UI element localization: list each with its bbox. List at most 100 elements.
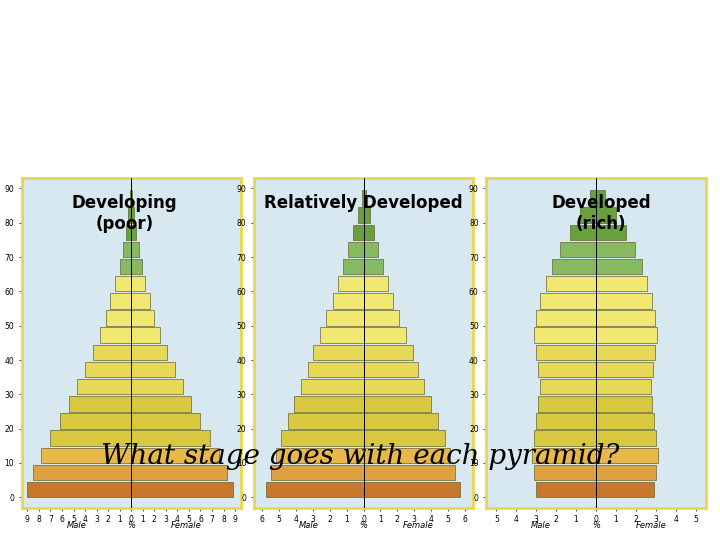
Bar xyxy=(131,190,132,206)
Bar xyxy=(364,242,379,257)
Text: Female: Female xyxy=(636,521,666,530)
Bar xyxy=(100,327,131,343)
Bar xyxy=(364,482,460,497)
Bar xyxy=(364,207,369,223)
Bar xyxy=(131,345,167,360)
Bar xyxy=(596,259,642,274)
Bar xyxy=(364,362,418,377)
Bar xyxy=(120,259,131,274)
Bar xyxy=(596,190,605,206)
Bar xyxy=(271,465,364,480)
Bar xyxy=(364,379,424,394)
Bar xyxy=(596,396,652,411)
Bar xyxy=(41,448,131,463)
Bar xyxy=(534,430,596,446)
Bar xyxy=(532,448,596,463)
Bar xyxy=(536,482,596,497)
Text: Female: Female xyxy=(171,521,202,530)
Bar xyxy=(333,293,364,308)
Bar xyxy=(364,310,399,326)
Text: Female: Female xyxy=(403,521,433,530)
Bar xyxy=(131,362,175,377)
Bar xyxy=(33,465,131,480)
Text: %: % xyxy=(359,521,368,530)
Bar xyxy=(131,259,142,274)
Bar xyxy=(596,465,656,480)
Bar xyxy=(596,293,652,308)
Bar xyxy=(596,327,657,343)
Bar xyxy=(536,345,596,360)
Bar xyxy=(126,225,131,240)
Bar xyxy=(596,310,654,326)
Bar xyxy=(596,413,654,429)
Bar xyxy=(131,465,227,480)
Bar xyxy=(110,293,131,308)
Bar xyxy=(131,225,136,240)
Bar xyxy=(540,293,596,308)
Bar xyxy=(130,190,131,206)
Bar xyxy=(596,379,651,394)
Bar xyxy=(69,396,131,411)
Bar xyxy=(128,207,131,223)
Text: What stage goes with each pyramid?: What stage goes with each pyramid? xyxy=(101,443,619,470)
Bar xyxy=(546,276,596,292)
Bar xyxy=(123,242,131,257)
Bar xyxy=(60,413,131,429)
Bar xyxy=(313,345,364,360)
Text: Developed
(rich): Developed (rich) xyxy=(552,194,651,233)
Bar xyxy=(131,396,192,411)
Bar xyxy=(364,448,449,463)
Bar xyxy=(364,430,444,446)
Bar xyxy=(326,310,364,326)
Bar xyxy=(50,430,131,446)
Bar xyxy=(294,396,364,411)
Bar xyxy=(131,310,154,326)
Bar xyxy=(106,310,131,326)
Bar xyxy=(596,482,654,497)
Bar xyxy=(320,327,364,343)
Bar xyxy=(534,465,596,480)
Bar xyxy=(361,190,364,206)
Bar xyxy=(364,465,454,480)
Bar xyxy=(596,448,658,463)
Bar xyxy=(131,413,200,429)
Bar xyxy=(596,430,656,446)
Bar xyxy=(131,379,183,394)
Bar xyxy=(364,413,438,429)
Bar xyxy=(115,276,131,292)
Bar xyxy=(364,225,374,240)
Text: %: % xyxy=(127,521,135,530)
Text: Male: Male xyxy=(299,521,319,530)
Bar xyxy=(364,345,413,360)
Bar xyxy=(338,276,364,292)
Bar xyxy=(596,207,616,223)
Text: Male: Male xyxy=(66,521,86,530)
Bar xyxy=(131,242,139,257)
Bar xyxy=(131,207,134,223)
Bar xyxy=(77,379,131,394)
Bar xyxy=(131,448,219,463)
Bar xyxy=(131,430,210,446)
Bar xyxy=(534,327,596,343)
Bar xyxy=(288,413,364,429)
Bar xyxy=(596,345,654,360)
Bar xyxy=(131,327,160,343)
Bar xyxy=(348,242,364,257)
Bar xyxy=(276,448,364,463)
Bar xyxy=(131,293,150,308)
Bar xyxy=(93,345,131,360)
Bar xyxy=(364,293,393,308)
Bar xyxy=(596,242,635,257)
Bar xyxy=(308,362,364,377)
Bar xyxy=(580,207,596,223)
Bar xyxy=(358,207,364,223)
Text: Relatively Developed: Relatively Developed xyxy=(264,194,463,212)
Bar xyxy=(343,259,364,274)
Bar xyxy=(552,259,596,274)
Bar xyxy=(560,242,596,257)
Bar xyxy=(131,482,233,497)
Bar xyxy=(590,190,596,206)
Bar xyxy=(536,310,596,326)
Bar xyxy=(364,276,388,292)
Bar xyxy=(364,190,366,206)
